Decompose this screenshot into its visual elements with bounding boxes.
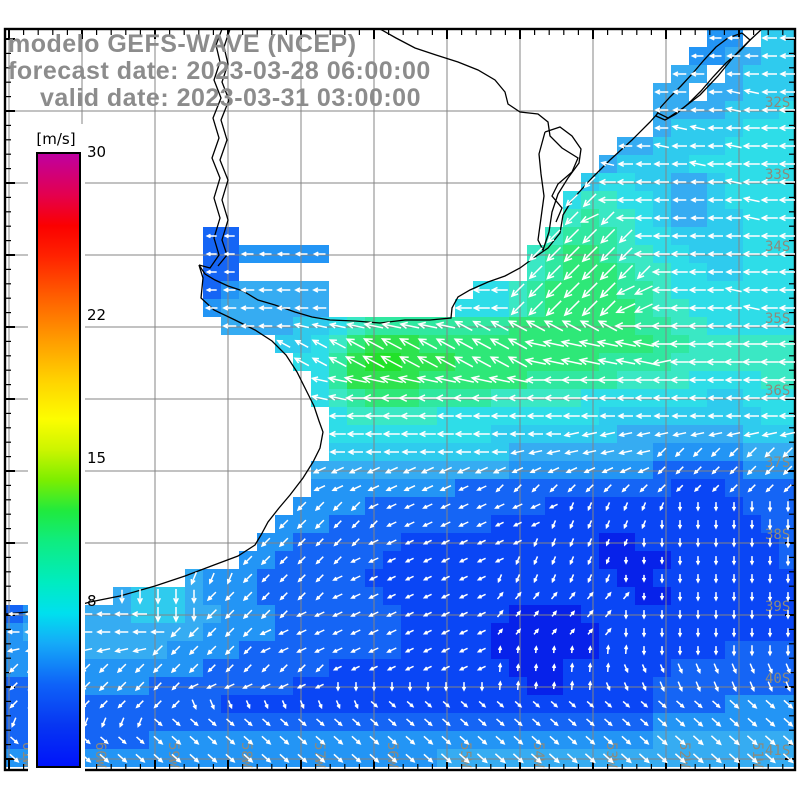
model-title: modelo GEFS-WAVE (NCEP) — [8, 30, 357, 58]
latitude-label: 36S — [765, 383, 790, 399]
longitude-label: 57W — [311, 742, 327, 768]
longitude-label: 51W — [749, 742, 765, 768]
coastline-uruguay_river_e — [217, 29, 231, 267]
latitude-label: 32S — [765, 95, 790, 111]
colorbar-tick-label: 22 — [87, 306, 107, 325]
longitude-label: 56W — [384, 742, 400, 768]
longitude-label: 58W — [238, 742, 254, 768]
latitude-label: 35S — [765, 311, 790, 327]
longitude-label: 55W — [457, 742, 473, 768]
latitude-label: 38S — [765, 527, 790, 543]
latitude-label: 39S — [765, 599, 790, 615]
colorbar-tick-label: 15 — [87, 449, 107, 467]
longitude-label: 53W — [603, 742, 619, 768]
coastline-lagoa_mirim — [537, 126, 582, 252]
wind-arrows — [6, 35, 795, 764]
valid-date: valid date: 2023-03-31 03:00:00 — [40, 84, 421, 112]
longitude-label: 54W — [530, 742, 546, 768]
colorbar-tick-label: 30 — [87, 143, 107, 161]
latitude-label: 37S — [765, 455, 790, 471]
latitude-label: 33S — [765, 167, 790, 183]
coastline-uruguay_river_w — [198, 29, 223, 269]
forecast-date: forecast date: 2023-03-28 06:00:00 — [8, 57, 431, 85]
latitude-label: 34S — [765, 239, 790, 255]
colorbar-tick-label: 8 — [87, 591, 97, 610]
colorbar-unit-label: [m/s] — [36, 130, 76, 148]
latitude-label: 40S — [765, 671, 790, 687]
coastline-rio_negro — [379, 29, 579, 223]
coastline-lagoa_patos — [655, 32, 751, 121]
longitude-label: 52W — [676, 742, 692, 768]
map-frame — [3, 27, 797, 772]
colorbar-gradient — [36, 152, 81, 768]
